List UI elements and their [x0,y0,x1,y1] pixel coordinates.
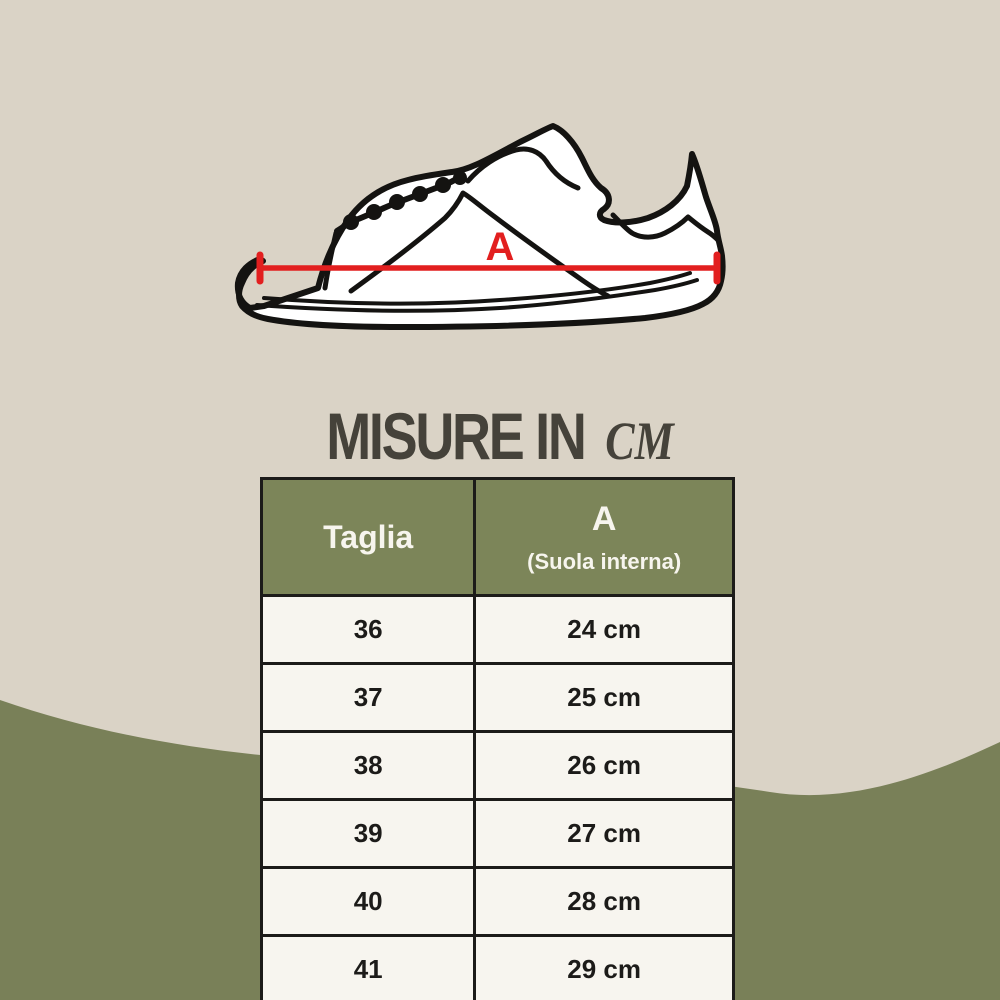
svg-text:A: A [486,225,515,269]
